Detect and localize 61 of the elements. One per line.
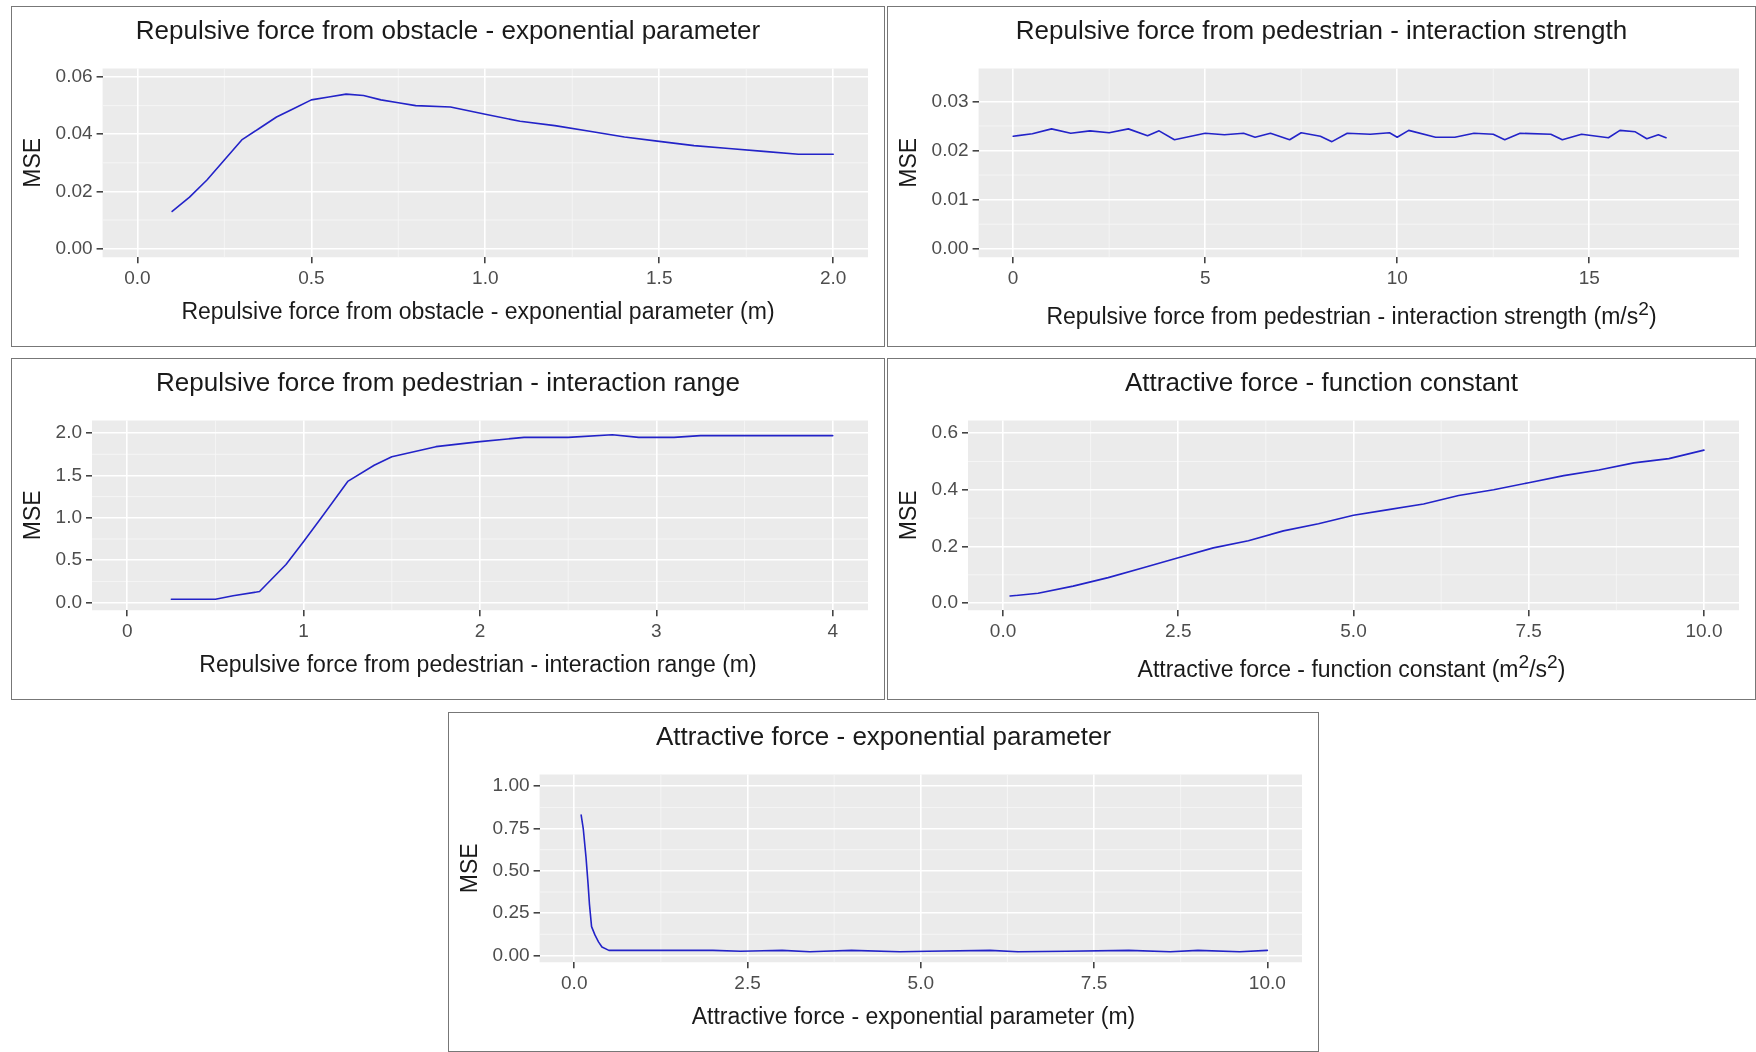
x-tick-label: 0.0: [989, 619, 1017, 641]
x-axis-title: Repulsive force from obstacle - exponential parameter (m): [180, 298, 776, 325]
y-axis-title: MSE: [19, 490, 46, 541]
y-tick-label: 0.0: [931, 591, 959, 613]
y-axis-title: MSE: [895, 490, 922, 541]
y-tick-label: 1.0: [55, 506, 83, 528]
x-axis-title: Repulsive force from pedestrian - interaction strength (m/s$^{2}$): [1045, 298, 1658, 330]
y-tick-label: 0.2: [931, 534, 959, 556]
x-tick-label: 4: [827, 619, 839, 641]
chart-title: Repulsive force from pedestrian - interaction strength: [1014, 15, 1629, 46]
y-tick-label: 0.50: [492, 859, 530, 881]
y-tick-label: 0.04: [55, 122, 94, 144]
x-tick-label: 10: [1386, 266, 1408, 288]
y-tick-label: 0.4: [931, 478, 959, 500]
x-tick-label: 1.5: [646, 266, 673, 288]
y-tick-label: 0.02: [931, 138, 969, 160]
x-axis-title: Attractive force - function constant (m$^{2}$/s$^{2}$): [1136, 651, 1567, 683]
chart-title: Repulsive force from obstacle - exponential parameter: [134, 15, 762, 46]
y-tick-label: 0.02: [55, 179, 93, 201]
y-axis-title: MSE: [895, 137, 922, 188]
y-tick-label: 1.5: [55, 463, 83, 485]
y-tick-label: 0.6: [931, 421, 959, 443]
y-axis-title: MSE: [19, 137, 46, 188]
x-tick-label: 0.0: [124, 266, 151, 288]
chart-title: Attractive force - exponential parameter: [654, 721, 1113, 752]
y-tick-label: 0.06: [55, 65, 93, 87]
y-tick-label: 2.0: [55, 421, 83, 443]
x-tick-label: 7.5: [1515, 619, 1542, 641]
x-tick-label: 2.0: [820, 266, 847, 288]
x-tick-label: 1.0: [472, 266, 499, 288]
y-tick-label: 0.00: [55, 236, 93, 258]
y-tick-label: 0.03: [931, 89, 969, 111]
x-axis-title: Attractive force - exponential parameter (m): [690, 1003, 1137, 1030]
x-tick-label: 0: [1007, 266, 1019, 288]
chart-title: Repulsive force from pedestrian - interaction range: [155, 367, 741, 398]
x-tick-label: 5.0: [1340, 619, 1367, 641]
x-tick-label: 2.5: [1165, 619, 1192, 641]
x-tick-label: 10.0: [1248, 971, 1286, 993]
y-tick-label: 0.01: [931, 187, 969, 209]
x-tick-label: 2.5: [734, 971, 761, 993]
y-tick-label: 0.00: [492, 943, 530, 965]
y-tick-label: 0.75: [492, 816, 530, 838]
x-tick-label: 3: [651, 619, 662, 641]
x-tick-label: 15: [1578, 266, 1600, 288]
x-axis-title: Repulsive force from pedestrian - interaction range (m): [198, 651, 758, 678]
x-tick-label: 5: [1199, 266, 1211, 288]
x-tick-label: 5.0: [907, 971, 934, 993]
x-tick-label: 0.0: [561, 971, 588, 993]
chart-title: Attractive force - function constant: [1123, 367, 1520, 398]
x-tick-label: 1: [298, 619, 309, 641]
y-tick-label: 0.25: [492, 901, 530, 923]
y-tick-label: 0.00: [931, 237, 969, 259]
x-tick-label: 2: [474, 619, 486, 641]
x-tick-label: 7.5: [1080, 971, 1108, 993]
x-tick-label: 0.5: [298, 266, 325, 288]
x-tick-label: 0: [122, 619, 133, 641]
x-tick-label: 10.0: [1685, 619, 1723, 641]
y-axis-title: MSE: [456, 843, 483, 894]
y-tick-label: 0.5: [55, 548, 83, 570]
y-tick-label: 1.00: [492, 774, 530, 796]
y-tick-label: 0.0: [55, 590, 83, 612]
